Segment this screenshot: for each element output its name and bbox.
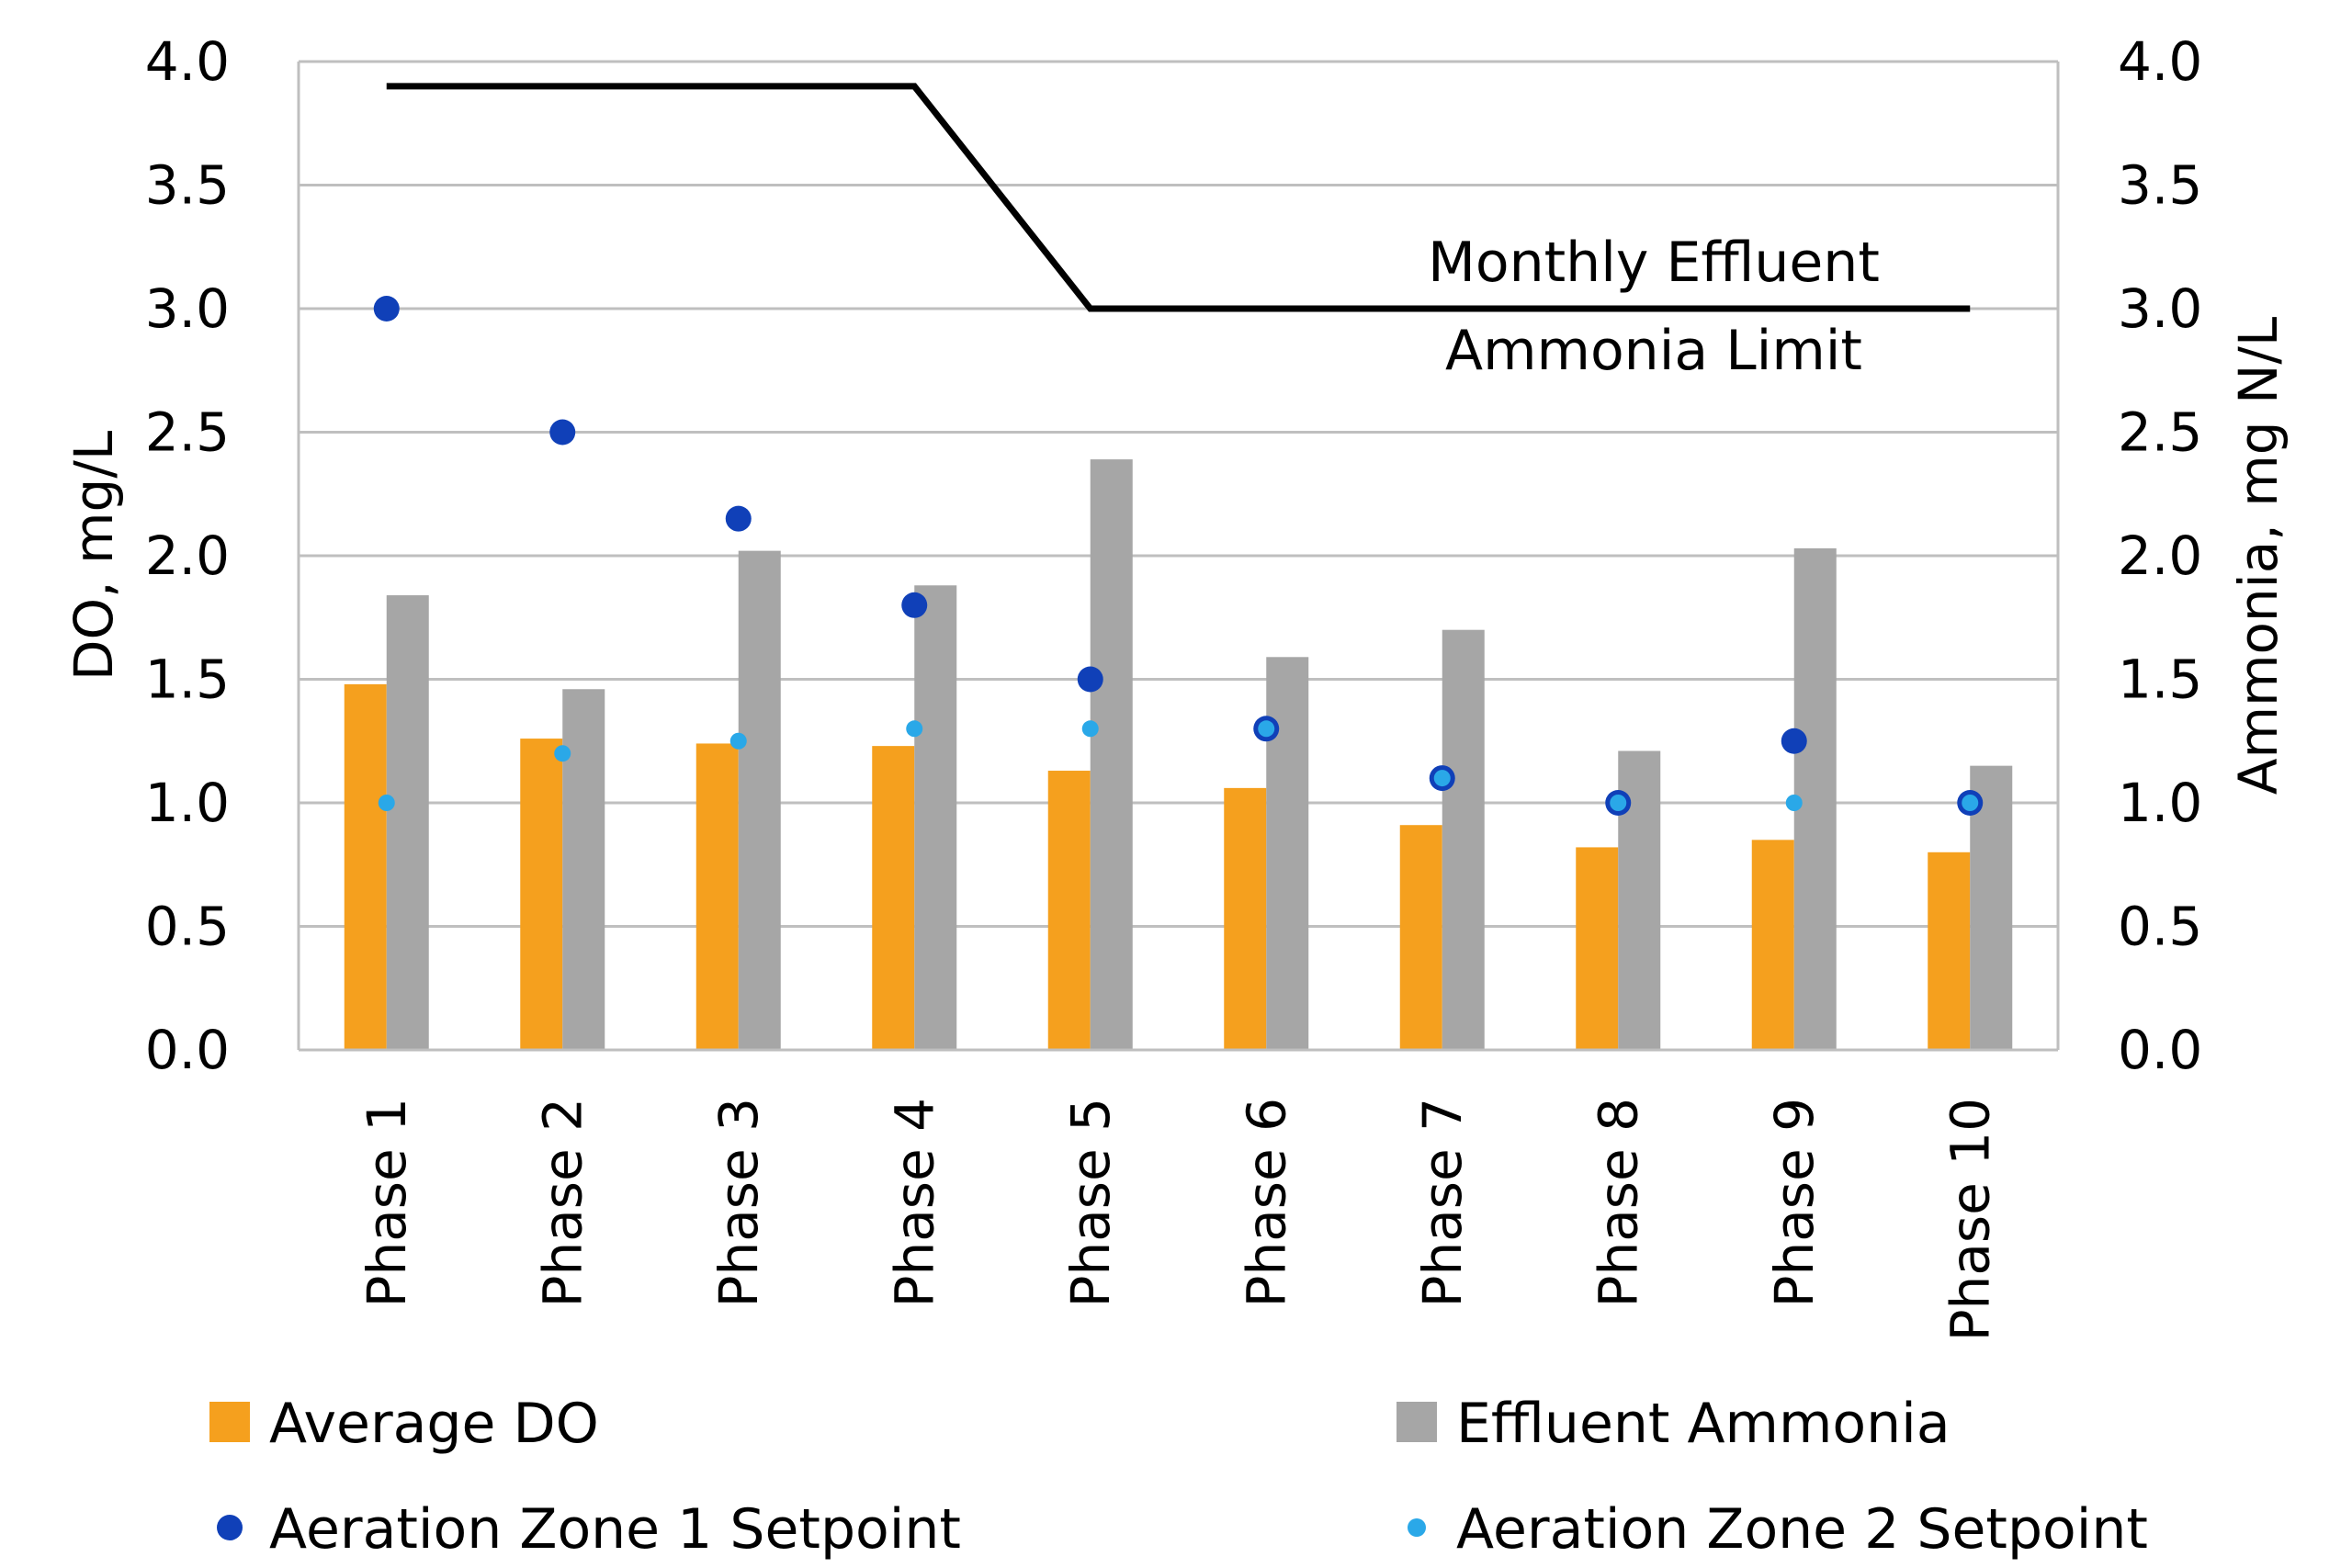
marker-zone1-setpoint <box>725 505 752 532</box>
category-label: Phase 10 <box>1939 1098 2001 1341</box>
marker-zone2-setpoint <box>1785 795 1803 811</box>
y-tick-label-right: 0.5 <box>2118 896 2202 958</box>
limit-annotation-line2: Ammonia Limit <box>1445 319 1862 383</box>
y-tick-label-right: 2.5 <box>2118 401 2202 464</box>
bar-effluent-ammonia <box>562 689 605 1050</box>
bar-effluent-ammonia <box>1090 459 1133 1051</box>
category-label: Phase 9 <box>1763 1098 1826 1308</box>
marker-zone1-setpoint <box>1781 728 1807 754</box>
tick-labels: 0.0 0.5 1.0 1.5 2.0 2.5 3.0 3.5 4.0 0.0 0.5 1.0 1.5 2… <box>145 30 2203 1081</box>
bar-average-do <box>872 746 915 1050</box>
bar-average-do <box>1224 787 1267 1050</box>
category-label: Phase 3 <box>707 1098 770 1308</box>
category-labels: Phase 1 Phase 2 Phase 3 Phase 4 Phase 5 Phase… <box>356 1098 2002 1341</box>
category-label: Phase 7 <box>1411 1098 1474 1308</box>
legend: Average DO Effluent Ammonia Aeration Zone … <box>209 1392 2148 1562</box>
y-tick-label-right: 1.0 <box>2118 772 2202 834</box>
marker-zone2-setpoint <box>906 720 923 738</box>
marker-zone1-setpoint <box>1077 666 1103 693</box>
legend-swatch <box>1408 1518 1426 1537</box>
legend-swatch <box>1396 1402 1437 1442</box>
marker-zone2-setpoint <box>554 745 571 762</box>
category-label: Phase 8 <box>1587 1098 1649 1308</box>
marker-zone2-setpoint <box>1258 720 1275 738</box>
axes <box>297 62 2060 1052</box>
y-tick-label-left: 3.5 <box>145 154 230 217</box>
legend-swatch <box>217 1515 243 1540</box>
y-tick-label-left: 1.0 <box>145 772 230 834</box>
marker-zone1-setpoint <box>901 592 928 618</box>
marker-zone2-setpoint <box>1610 795 1627 811</box>
bar-average-do <box>1399 825 1442 1050</box>
bar-average-do <box>1047 771 1091 1050</box>
marker-zone2-setpoint <box>729 732 747 750</box>
y-tick-label-right: 3.0 <box>2118 277 2202 340</box>
bar-average-do <box>695 743 739 1050</box>
legend-label: Effluent Ammonia <box>1456 1392 1951 1456</box>
category-label: Phase 6 <box>1235 1098 1297 1308</box>
y-tick-label-left: 2.0 <box>145 525 230 587</box>
legend-label: Average DO <box>269 1392 599 1456</box>
y-tick-label-right: 3.5 <box>2118 154 2202 217</box>
marker-zone2-setpoint <box>1962 795 1979 811</box>
y-tick-label-left: 0.5 <box>145 896 230 958</box>
bar-effluent-ammonia <box>738 550 781 1050</box>
bar-effluent-ammonia <box>914 585 957 1050</box>
y-tick-label-left: 0.0 <box>145 1019 230 1081</box>
y-axis-right-title: Ammonia, mg N/L <box>2227 317 2290 795</box>
marker-zone1-setpoint <box>373 296 400 321</box>
limit-line-group <box>386 83 1971 312</box>
bar-average-do <box>1928 852 1971 1050</box>
limit-annotation-line1: Monthly Effluent <box>1428 231 1880 295</box>
marker-zone2-setpoint <box>1081 720 1099 738</box>
y-tick-label-right: 1.5 <box>2118 649 2202 711</box>
bar-effluent-ammonia <box>1442 629 1485 1050</box>
monthly-limit-line <box>386 83 1971 312</box>
y-tick-label-right: 2.0 <box>2118 525 2202 587</box>
markers <box>373 296 1984 816</box>
y-tick-label-left: 1.5 <box>145 649 230 711</box>
legend-label: Aeration Zone 1 Setpoint <box>269 1497 961 1562</box>
bar-effluent-ammonia <box>386 595 429 1050</box>
legend-label: Aeration Zone 2 Setpoint <box>1456 1497 2148 1562</box>
category-label: Phase 4 <box>883 1098 945 1308</box>
category-label: Phase 5 <box>1059 1098 1122 1308</box>
category-label: Phase 1 <box>356 1098 418 1308</box>
y-tick-label-left: 4.0 <box>145 30 230 93</box>
category-label: Phase 2 <box>531 1098 594 1308</box>
bar-effluent-ammonia <box>1266 657 1309 1050</box>
bar-average-do <box>344 683 387 1050</box>
bar-average-do <box>520 739 563 1050</box>
y-tick-label-left: 3.0 <box>145 277 230 340</box>
y-tick-label-right: 4.0 <box>2118 30 2202 93</box>
marker-zone1-setpoint <box>549 419 576 446</box>
bars <box>344 459 2013 1051</box>
marker-zone2-setpoint <box>1433 770 1451 787</box>
legend-swatch <box>209 1402 250 1442</box>
y-tick-label-left: 2.5 <box>145 401 230 464</box>
y-tick-label-right: 0.0 <box>2118 1019 2202 1081</box>
bar-average-do <box>1576 847 1619 1050</box>
bar-average-do <box>1751 840 1794 1050</box>
y-axis-left-title: DO, mg/L <box>62 431 125 681</box>
marker-zone2-setpoint <box>378 795 395 811</box>
